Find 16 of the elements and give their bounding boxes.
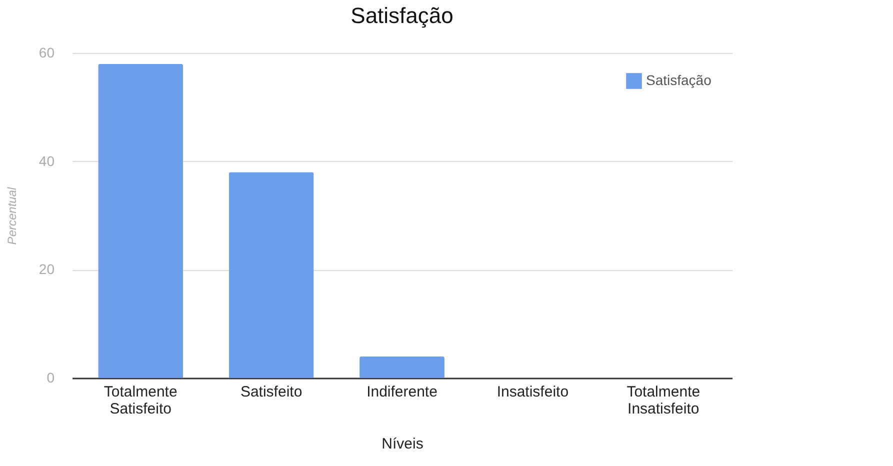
y-tick-label: 40 [38,152,55,169]
x-tick-label: Indiferente [366,384,438,400]
legend-label: Satisfação [646,72,712,88]
x-axis-title: Níveis [382,436,424,452]
x-tick-label: Satisfeito [240,384,302,400]
x-tick-label: Totalmente Insatisfeito [626,384,700,418]
y-axis-title: Percentual [4,186,19,245]
bar [98,64,184,378]
x-tick-label: Insatisfeito [496,384,569,400]
bar [228,172,314,378]
y-tick-label: 20 [38,261,55,278]
bar [360,356,444,378]
x-tick-label: Totalmente Satisfeito [104,384,178,418]
y-tick-label: 0 [46,370,55,386]
y-tick-label: 60 [38,44,55,60]
chart-title: Satisfação [350,3,454,28]
